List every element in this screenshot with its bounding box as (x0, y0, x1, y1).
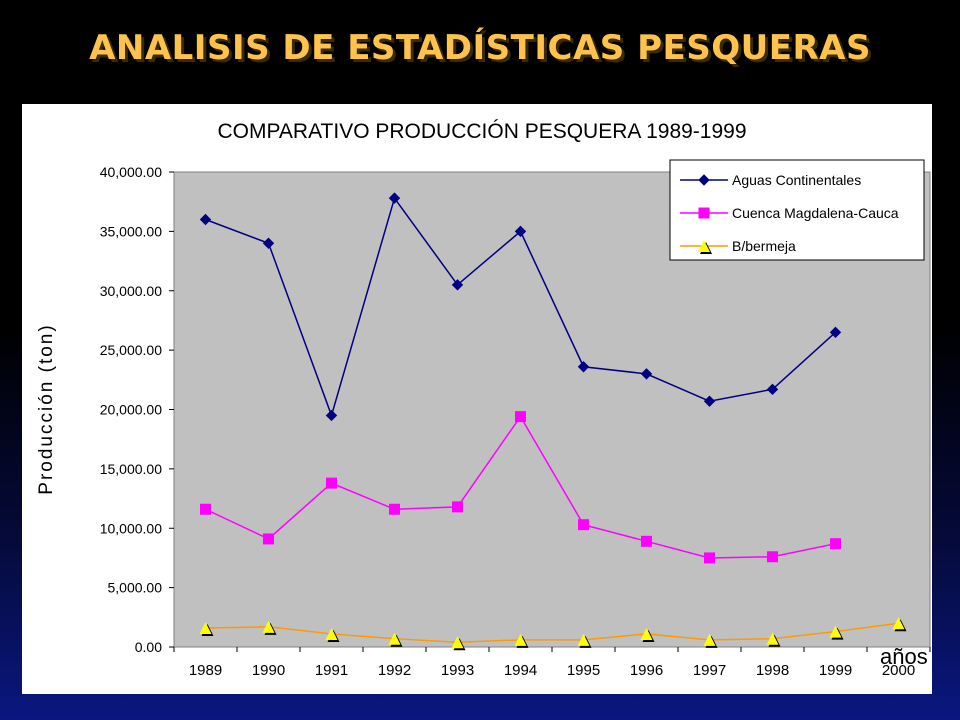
y-tick-label: 0.00 (135, 639, 162, 655)
y-tick-label: 10,000.00 (100, 520, 162, 536)
data-point (515, 411, 526, 423)
data-point (641, 535, 652, 547)
x-tick-label: 1992 (378, 662, 411, 679)
legend-marker (698, 240, 710, 252)
series-3 (199, 617, 907, 651)
y-tick-label: 15,000.00 (100, 461, 162, 477)
series-1 (199, 192, 842, 422)
data-point (577, 361, 590, 373)
x-tick-label: 1998 (756, 662, 789, 679)
x-tick-label: 1996 (630, 662, 663, 679)
legend-box (669, 159, 925, 261)
y-tick-label: 40,000.00 (100, 164, 162, 180)
data-point (578, 519, 589, 531)
chart: COMPARATIVO PRODUCCIÓN PESQUERA 1989-199… (36, 120, 931, 679)
data-point (830, 538, 841, 550)
data-point (388, 192, 401, 204)
series-2 (200, 411, 841, 564)
series-layer (199, 192, 907, 651)
x-tick-label: 1991 (315, 662, 348, 679)
x-axis: 1989 1990 1991 1992 1993 1994 1995 1996 1997 1998… (173, 647, 931, 679)
x-tick-label: 2000 (882, 662, 915, 679)
data-point (199, 213, 212, 226)
x-tick-label: 1999 (819, 662, 852, 679)
y-tick-label: 5,000.00 (108, 580, 163, 596)
series-line (205, 622, 899, 644)
data-point (262, 237, 275, 249)
data-point (577, 633, 590, 646)
data-point (200, 503, 211, 515)
data-point (451, 279, 464, 291)
data-point (514, 633, 527, 646)
legend-label: Cuenca Magdalena-Cauca (732, 205, 899, 221)
x-tick-label: 1989 (189, 662, 222, 679)
data-point (767, 551, 778, 563)
legend-label: B/bermeja (732, 238, 796, 254)
data-point (325, 627, 338, 640)
y-axis: 0.00 5,000.00 10,000.00 15,000.00 20,000.00 2… (100, 164, 174, 655)
data-point (829, 326, 842, 339)
data-point (388, 632, 401, 645)
data-point (703, 395, 716, 407)
data-point (263, 533, 274, 545)
x-tick-label: 1993 (441, 662, 474, 679)
x-tick-label: 1995 (567, 662, 600, 679)
legend: Aguas Continentales Cuenca Magdalena-Cauc… (669, 159, 925, 261)
y-tick-label: 25,000.00 (100, 342, 162, 358)
data-point (199, 622, 212, 634)
x-axis-label: años (880, 644, 928, 669)
data-point (704, 552, 715, 564)
chart-title: COMPARATIVO PRODUCCIÓN PESQUERA 1989-199… (217, 120, 746, 143)
data-point (451, 636, 464, 649)
data-point (766, 632, 779, 645)
slide-title: ANALISIS DE ESTADÍSTICAS PESQUERAS (89, 28, 871, 68)
data-point (514, 225, 527, 238)
legend-marker (698, 207, 710, 219)
x-tick-label: 1994 (504, 662, 537, 679)
data-point (389, 503, 400, 515)
x-tick-label: 1990 (252, 662, 285, 679)
y-axis-label: Producción (ton) (36, 323, 57, 494)
data-point (640, 627, 653, 640)
data-point (325, 409, 338, 422)
data-point (262, 620, 275, 633)
legend-marker (698, 174, 710, 186)
x-tick-label: 1997 (693, 662, 726, 679)
data-point (892, 617, 905, 630)
data-point (766, 383, 779, 396)
data-point (703, 633, 716, 646)
data-point (829, 625, 842, 638)
chart-panel: COMPARATIVO PRODUCCIÓN PESQUERA 1989-199… (22, 104, 932, 694)
data-point (640, 368, 653, 380)
y-tick-label: 20,000.00 (100, 402, 162, 418)
legend-label: Aguas Continentales (732, 172, 861, 188)
data-point (452, 501, 463, 513)
y-tick-label: 30,000.00 (100, 283, 162, 299)
data-point (326, 477, 337, 489)
y-tick-label: 35,000.00 (100, 223, 162, 239)
